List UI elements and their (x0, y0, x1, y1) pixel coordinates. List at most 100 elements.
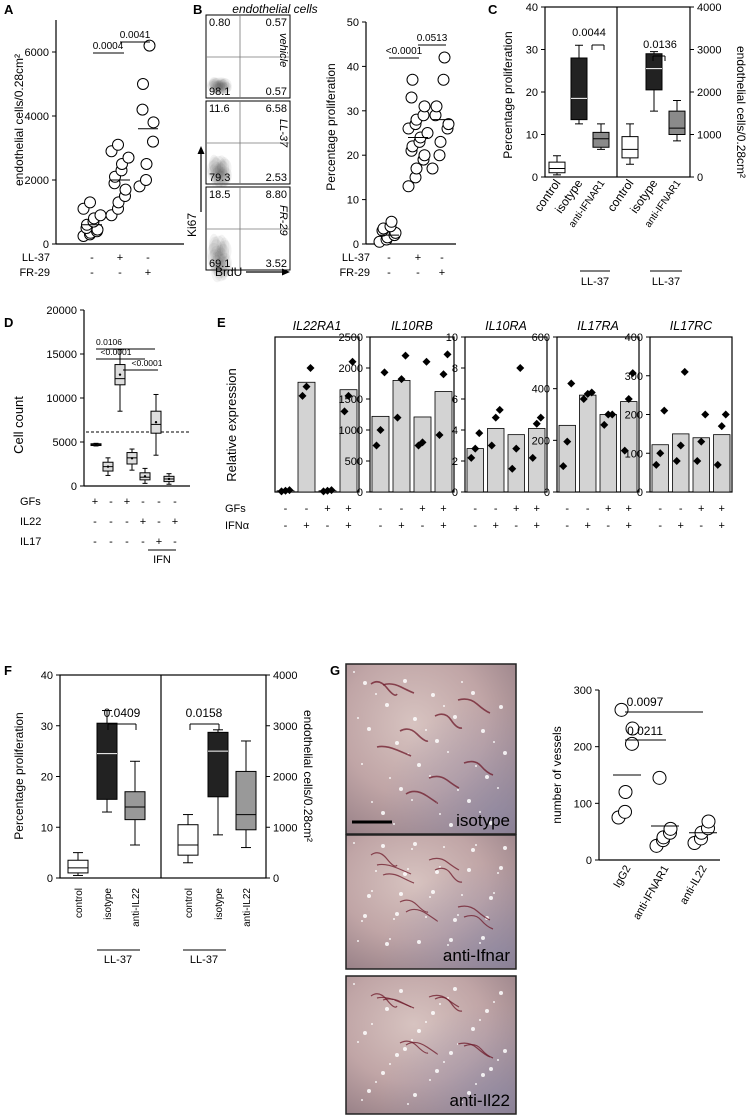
panel-a-point (119, 183, 132, 196)
panel-g-photo-tint (347, 977, 515, 1113)
panel-g-photo-glint (503, 846, 507, 850)
panel-e-sign: + (719, 503, 725, 515)
panel-c: Percentage proliferation endothelial cel… (501, 2, 748, 288)
panel-b-point (430, 100, 443, 113)
panel-e-y-tick-label: 2500 (339, 332, 363, 344)
panel-e-y-tick-label: 400 (532, 384, 550, 396)
panel-e-sign: + (534, 503, 540, 515)
panel-g-photo-glint (439, 866, 441, 868)
panel-g-photo-vessel (428, 857, 460, 871)
panel-g-photo-glint (411, 848, 413, 850)
panel-b-flow-density (207, 80, 222, 93)
panel-e-sign: - (305, 503, 309, 515)
panel-b-flow-density (217, 78, 228, 91)
panel-b-sign: - (416, 267, 420, 279)
panel-f-yl-tick-label: 0 (47, 873, 53, 885)
panel-g-photo-glint (457, 914, 459, 916)
panel-g-point (618, 804, 632, 819)
panel-b-flow-density (212, 165, 225, 184)
panel-d-y-tick-label: 0 (71, 481, 77, 493)
panel-d-box-mean (106, 465, 110, 468)
panel-d-sign: - (157, 516, 161, 528)
panel-b-row-label-ll37: LL-37 (342, 252, 370, 264)
panel-b-flow-density (217, 166, 232, 185)
panel-g-photo-glint (497, 1059, 499, 1061)
panel-e-sign: + (398, 520, 404, 532)
panel-b-y-tick-label: 40 (347, 61, 359, 73)
panel-e-sign: + (324, 503, 330, 515)
panel-c-yr-tick-label: 0 (697, 172, 703, 184)
panel-g-pvalue-1: 0.0211 (627, 724, 663, 738)
panel-b-flow-density (210, 254, 223, 276)
panel-d-sign: - (93, 516, 97, 528)
panel-g-photo-label: anti-Ifnar (443, 946, 510, 965)
panel-e-sign: + (585, 520, 591, 532)
panel-e-y-tick-label: 0 (637, 487, 643, 499)
panel-e-point (376, 426, 385, 434)
panel-f-yr-tick-label: 3000 (273, 721, 297, 733)
panel-e-sign: - (586, 503, 590, 515)
panel-b-flow-br: 0.57 (266, 86, 287, 98)
panel-g-photo-glint (471, 848, 475, 852)
panel-f-yr-tick-label: 0 (273, 873, 279, 885)
panel-b-flow-density (218, 82, 229, 95)
panel-e-point (579, 395, 588, 403)
panel-b-point (433, 149, 446, 162)
panel-e-point (467, 453, 476, 462)
panel-e-point (516, 364, 525, 372)
panel-c-box-box (548, 161, 566, 174)
panel-e-point (380, 368, 389, 377)
panel-b-flow-density (217, 241, 228, 263)
panel-f: Percentage proliferation endothelial cel… (12, 670, 315, 966)
panel-g-photo-glint (417, 763, 421, 767)
panel-g-photo-vessel (457, 905, 491, 921)
panel-g-photo-glint (485, 775, 489, 779)
panel-g-photo-glint (363, 1031, 367, 1035)
panel-g-photo-glint (489, 821, 493, 825)
panel-e-sign: - (699, 520, 703, 532)
panel-label-d: D (4, 315, 13, 330)
panel-e-point (348, 357, 357, 366)
panel-a-point (143, 39, 156, 52)
panel-e-point (697, 437, 706, 446)
panel-b: endothelial cells 0.80 0.57 98.1 0.57 vehicl… (185, 2, 456, 283)
panel-g-point (625, 736, 639, 751)
panel-g-point (614, 702, 629, 717)
panel-b-flow-density (212, 251, 225, 273)
panel-g-photo-vessel (434, 996, 463, 1012)
panel-b-flow-density (210, 81, 223, 94)
panel-g-photo-glint (435, 1069, 439, 1073)
panel-g-photo-glint (429, 1079, 431, 1081)
panel-b-flow-density (215, 247, 228, 269)
panel-g-photo-glint (479, 942, 481, 944)
panel-g-photo-glint (375, 693, 377, 695)
panel-b-flow-density (207, 249, 222, 271)
panel-e-ylabel: Relative expression (224, 368, 239, 481)
panel-g-photo-glint (425, 1021, 427, 1023)
panel-e-point (672, 457, 681, 465)
panel-b-pvalue-1: <0.0001 (386, 46, 423, 57)
panel-g-photo-glint (481, 729, 485, 733)
panel-g-photo-glint (403, 872, 407, 876)
panel-b-flow-density (221, 168, 232, 186)
panel-b-flow-tl: 18.5 (209, 189, 230, 201)
panel-b-point (406, 73, 419, 86)
panel-d-sign: + (172, 516, 178, 528)
panel-c-yl-tick-label: 30 (526, 45, 538, 57)
panel-g-photo-glint (447, 944, 449, 946)
panel-e-y-tick-label: 0 (357, 487, 363, 499)
panel-e-sign: - (326, 520, 330, 532)
panel-b-y-tick-label: 10 (347, 195, 359, 207)
panel-g-photo-glint (363, 681, 367, 685)
panel-b-flow-density (217, 252, 232, 275)
panel-c-yr-tick-label: 4000 (697, 2, 721, 14)
panel-g: isotype anti-Ifnar anti-Il22 number of ves… (345, 663, 720, 1115)
panel-f-box-box (96, 722, 118, 800)
panel-b-sign: + (439, 267, 445, 279)
panel-a-sign: + (117, 252, 123, 264)
panel-c-pvalue-1: 0.0044 (572, 27, 606, 39)
panel-e-bar (297, 381, 316, 493)
panel-e-point (608, 410, 617, 419)
panel-b-point (438, 51, 451, 64)
panel-e-bar (339, 389, 358, 493)
